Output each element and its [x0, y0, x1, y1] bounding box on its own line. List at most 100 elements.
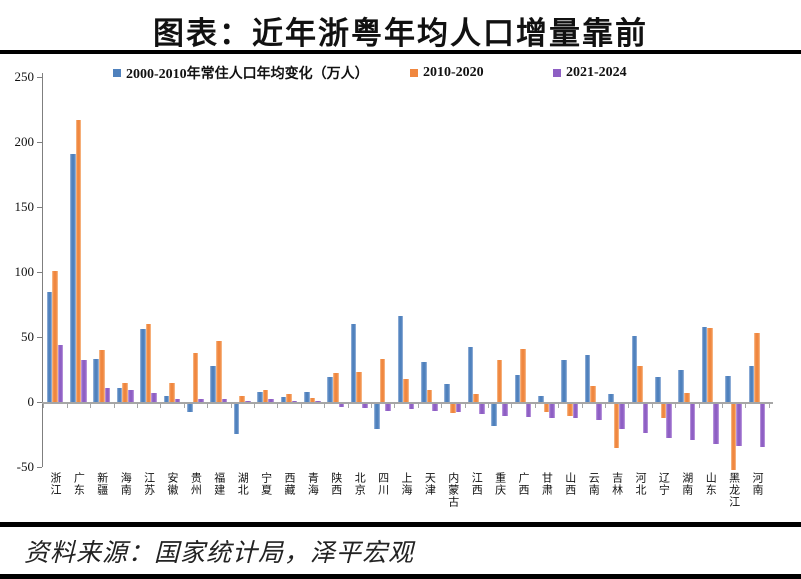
y-tick-label: 150 — [14, 199, 35, 214]
bar — [57, 344, 64, 402]
bar — [145, 324, 152, 402]
y-tick — [37, 142, 42, 143]
bar — [491, 404, 497, 427]
bar — [514, 374, 521, 402]
bar — [707, 327, 713, 402]
legend-swatch-icon — [553, 69, 561, 77]
y-tick-label: 200 — [14, 134, 35, 149]
bar — [543, 404, 550, 412]
population-bar-chart: 2000-2010年常住人口年均变化（万人） 2010-2020 2021-2024… — [0, 56, 801, 520]
bar — [128, 390, 134, 402]
x-category-label: 天津 — [423, 472, 436, 496]
bar — [754, 333, 760, 402]
bar — [584, 355, 591, 402]
y-tick — [37, 272, 42, 273]
x-category-label: 甘肃 — [540, 472, 553, 496]
x-tick — [464, 404, 466, 408]
x-category-label: 四川 — [376, 472, 389, 496]
bar — [216, 340, 222, 402]
x-category-label: 山东 — [704, 472, 717, 496]
bar — [374, 404, 380, 429]
bar — [257, 391, 263, 402]
x-tick — [300, 404, 302, 408]
x-category-label: 广西 — [517, 472, 529, 496]
bar — [637, 365, 643, 402]
bar — [660, 404, 667, 419]
bar — [426, 390, 433, 402]
bar — [642, 404, 649, 433]
bar — [549, 404, 555, 419]
bar — [104, 387, 111, 402]
bar — [286, 394, 292, 402]
x-tick — [534, 404, 536, 408]
bar — [689, 404, 696, 441]
x-category-label: 广东 — [72, 472, 85, 496]
x-category-label: 江苏 — [142, 472, 155, 496]
legend-swatch-icon — [410, 69, 418, 77]
bar — [174, 399, 181, 402]
x-axis-line — [42, 402, 773, 404]
bar — [608, 394, 614, 402]
y-tick-label: -50 — [16, 459, 34, 474]
x-tick — [347, 404, 349, 408]
x-category-label: 云南 — [587, 472, 600, 496]
source-divider-rule — [0, 522, 801, 527]
x-tick — [113, 404, 115, 408]
x-category-label: 河北 — [634, 472, 646, 496]
x-tick — [370, 404, 372, 408]
bar — [596, 404, 602, 420]
x-category-label: 山西 — [563, 472, 576, 496]
x-category-label: 辽宁 — [657, 472, 670, 496]
bar — [309, 398, 316, 402]
bar — [385, 404, 391, 411]
x-tick — [66, 404, 68, 408]
bar — [572, 404, 579, 419]
bar — [713, 404, 719, 445]
bar — [397, 316, 404, 402]
bar — [99, 350, 105, 402]
bar — [122, 382, 128, 402]
bar — [631, 335, 638, 402]
bar — [81, 360, 87, 402]
bar — [701, 326, 708, 402]
bar — [280, 396, 287, 402]
x-category-label: 吉林 — [610, 472, 623, 496]
bar — [725, 376, 731, 402]
bar — [678, 369, 684, 402]
legend-label: 2021-2024 — [566, 65, 627, 80]
bar — [239, 395, 245, 402]
bar — [116, 387, 123, 402]
bar — [567, 404, 573, 416]
bar — [450, 404, 456, 414]
bar — [684, 392, 690, 402]
bar — [730, 404, 737, 471]
bar — [613, 404, 620, 449]
x-tick — [698, 404, 700, 408]
x-category-label: 贵州 — [189, 472, 202, 496]
x-tick — [675, 404, 677, 408]
bar — [70, 153, 76, 402]
legend-item: 2021-2024 — [553, 65, 627, 81]
x-category-label: 新疆 — [95, 472, 108, 496]
legend-label: 2000-2010年常住人口年均变化（万人） — [126, 67, 369, 82]
x-category-label: 河南 — [751, 472, 763, 496]
bar — [350, 324, 357, 402]
x-category-label: 宁夏 — [259, 472, 272, 496]
x-tick — [721, 404, 723, 408]
bar — [315, 400, 321, 402]
y-tick — [37, 207, 42, 208]
bar — [333, 373, 339, 402]
bar — [403, 378, 409, 402]
y-tick-label: 250 — [14, 69, 35, 84]
bar — [444, 383, 450, 402]
x-category-label: 湖北 — [236, 472, 249, 496]
x-category-label: 安徽 — [166, 472, 178, 496]
bar — [169, 382, 175, 402]
bar — [655, 377, 661, 402]
x-tick — [417, 404, 419, 408]
x-tick — [651, 404, 653, 408]
bar — [151, 392, 157, 402]
x-tick — [604, 404, 606, 408]
y-tick-label: 0 — [27, 394, 35, 409]
